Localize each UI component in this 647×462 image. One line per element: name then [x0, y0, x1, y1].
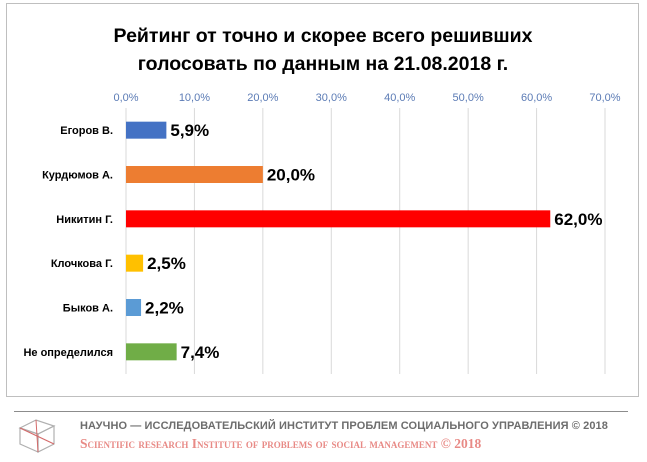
x-tick-label: 10,0% — [179, 92, 210, 104]
category-label: Быков А. — [63, 303, 113, 315]
bar — [126, 343, 177, 361]
cube-logo-icon — [18, 419, 56, 453]
x-tick-label: 50,0% — [453, 92, 484, 104]
footer-divider — [14, 411, 628, 412]
x-tick-label: 60,0% — [521, 92, 552, 104]
bar — [126, 210, 551, 228]
category-label: Курдюмов А. — [42, 170, 113, 182]
bar — [126, 166, 263, 183]
data-label: 20,0% — [267, 166, 315, 185]
category-label: Клочкова Г. — [51, 258, 113, 270]
data-label: 2,5% — [147, 254, 186, 273]
category-label: Не определился — [23, 347, 113, 359]
chart-frame: Рейтинг от точно и скорее всего решивших… — [6, 3, 639, 397]
x-tick-label: 40,0% — [384, 92, 415, 104]
category-label: Никитин Г. — [56, 214, 113, 226]
bar — [126, 254, 144, 272]
data-label: 62,0% — [554, 210, 602, 229]
data-label: 7,4% — [181, 343, 220, 362]
x-tick-label: 30,0% — [316, 92, 347, 104]
bar — [126, 299, 142, 316]
bar-chart: Рейтинг от точно и скорее всего решивших… — [23, 25, 621, 374]
category-label: Егоров В. — [60, 125, 113, 137]
chart-title-line-2: голосовать по данным на 21.08.2018 г. — [138, 53, 508, 75]
bar — [126, 121, 167, 139]
x-tick-label: 20,0% — [247, 92, 278, 104]
data-label: 5,9% — [170, 121, 209, 140]
footer-institute-ru: НАУЧНО — ИССЛЕДОВАТЕЛЬСКИЙ ИНСТИТУТ ПРОБ… — [80, 420, 608, 432]
footer-institute-en: Scientific research Institute of problem… — [80, 436, 482, 451]
data-label: 2,2% — [145, 299, 184, 318]
x-tick-label: 70,0% — [589, 92, 620, 104]
x-tick-label: 0,0% — [113, 92, 138, 104]
chart-title-line-1: Рейтинг от точно и скорее всего решивших — [114, 25, 533, 47]
